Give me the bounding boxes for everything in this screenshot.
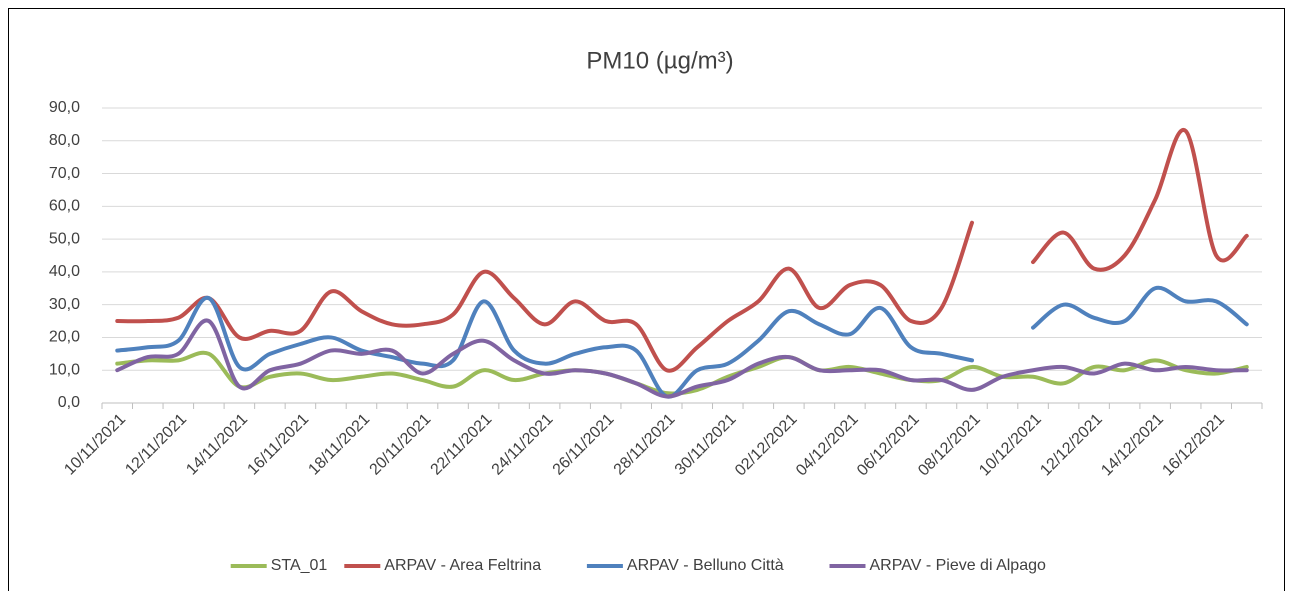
y-tick-label: 30,0 (49, 296, 80, 313)
legend-label: ARPAV - Pieve di Alpago (870, 557, 1046, 574)
y-tick-label: 70,0 (49, 165, 80, 182)
legend-label: STA_01 (271, 557, 328, 574)
y-tick-label: 60,0 (49, 198, 80, 215)
y-tick-label: 90,0 (49, 99, 80, 116)
y-tick-label: 0,0 (58, 394, 80, 411)
y-tick-label: 80,0 (49, 132, 80, 149)
legend-label: ARPAV - Area Feltrina (384, 557, 541, 574)
series-line (115, 318, 1249, 399)
y-tick-label: 10,0 (49, 361, 80, 378)
series-line (115, 285, 1249, 399)
legend-label: ARPAV - Belluno Città (627, 557, 784, 574)
chart-frame (8, 8, 1285, 591)
y-tick-label: 20,0 (49, 329, 80, 346)
y-tick-label: 40,0 (49, 263, 80, 280)
chart-title: PM10 (µg/m³) (586, 47, 733, 74)
series-line (115, 128, 1249, 373)
y-tick-label: 50,0 (49, 230, 80, 247)
